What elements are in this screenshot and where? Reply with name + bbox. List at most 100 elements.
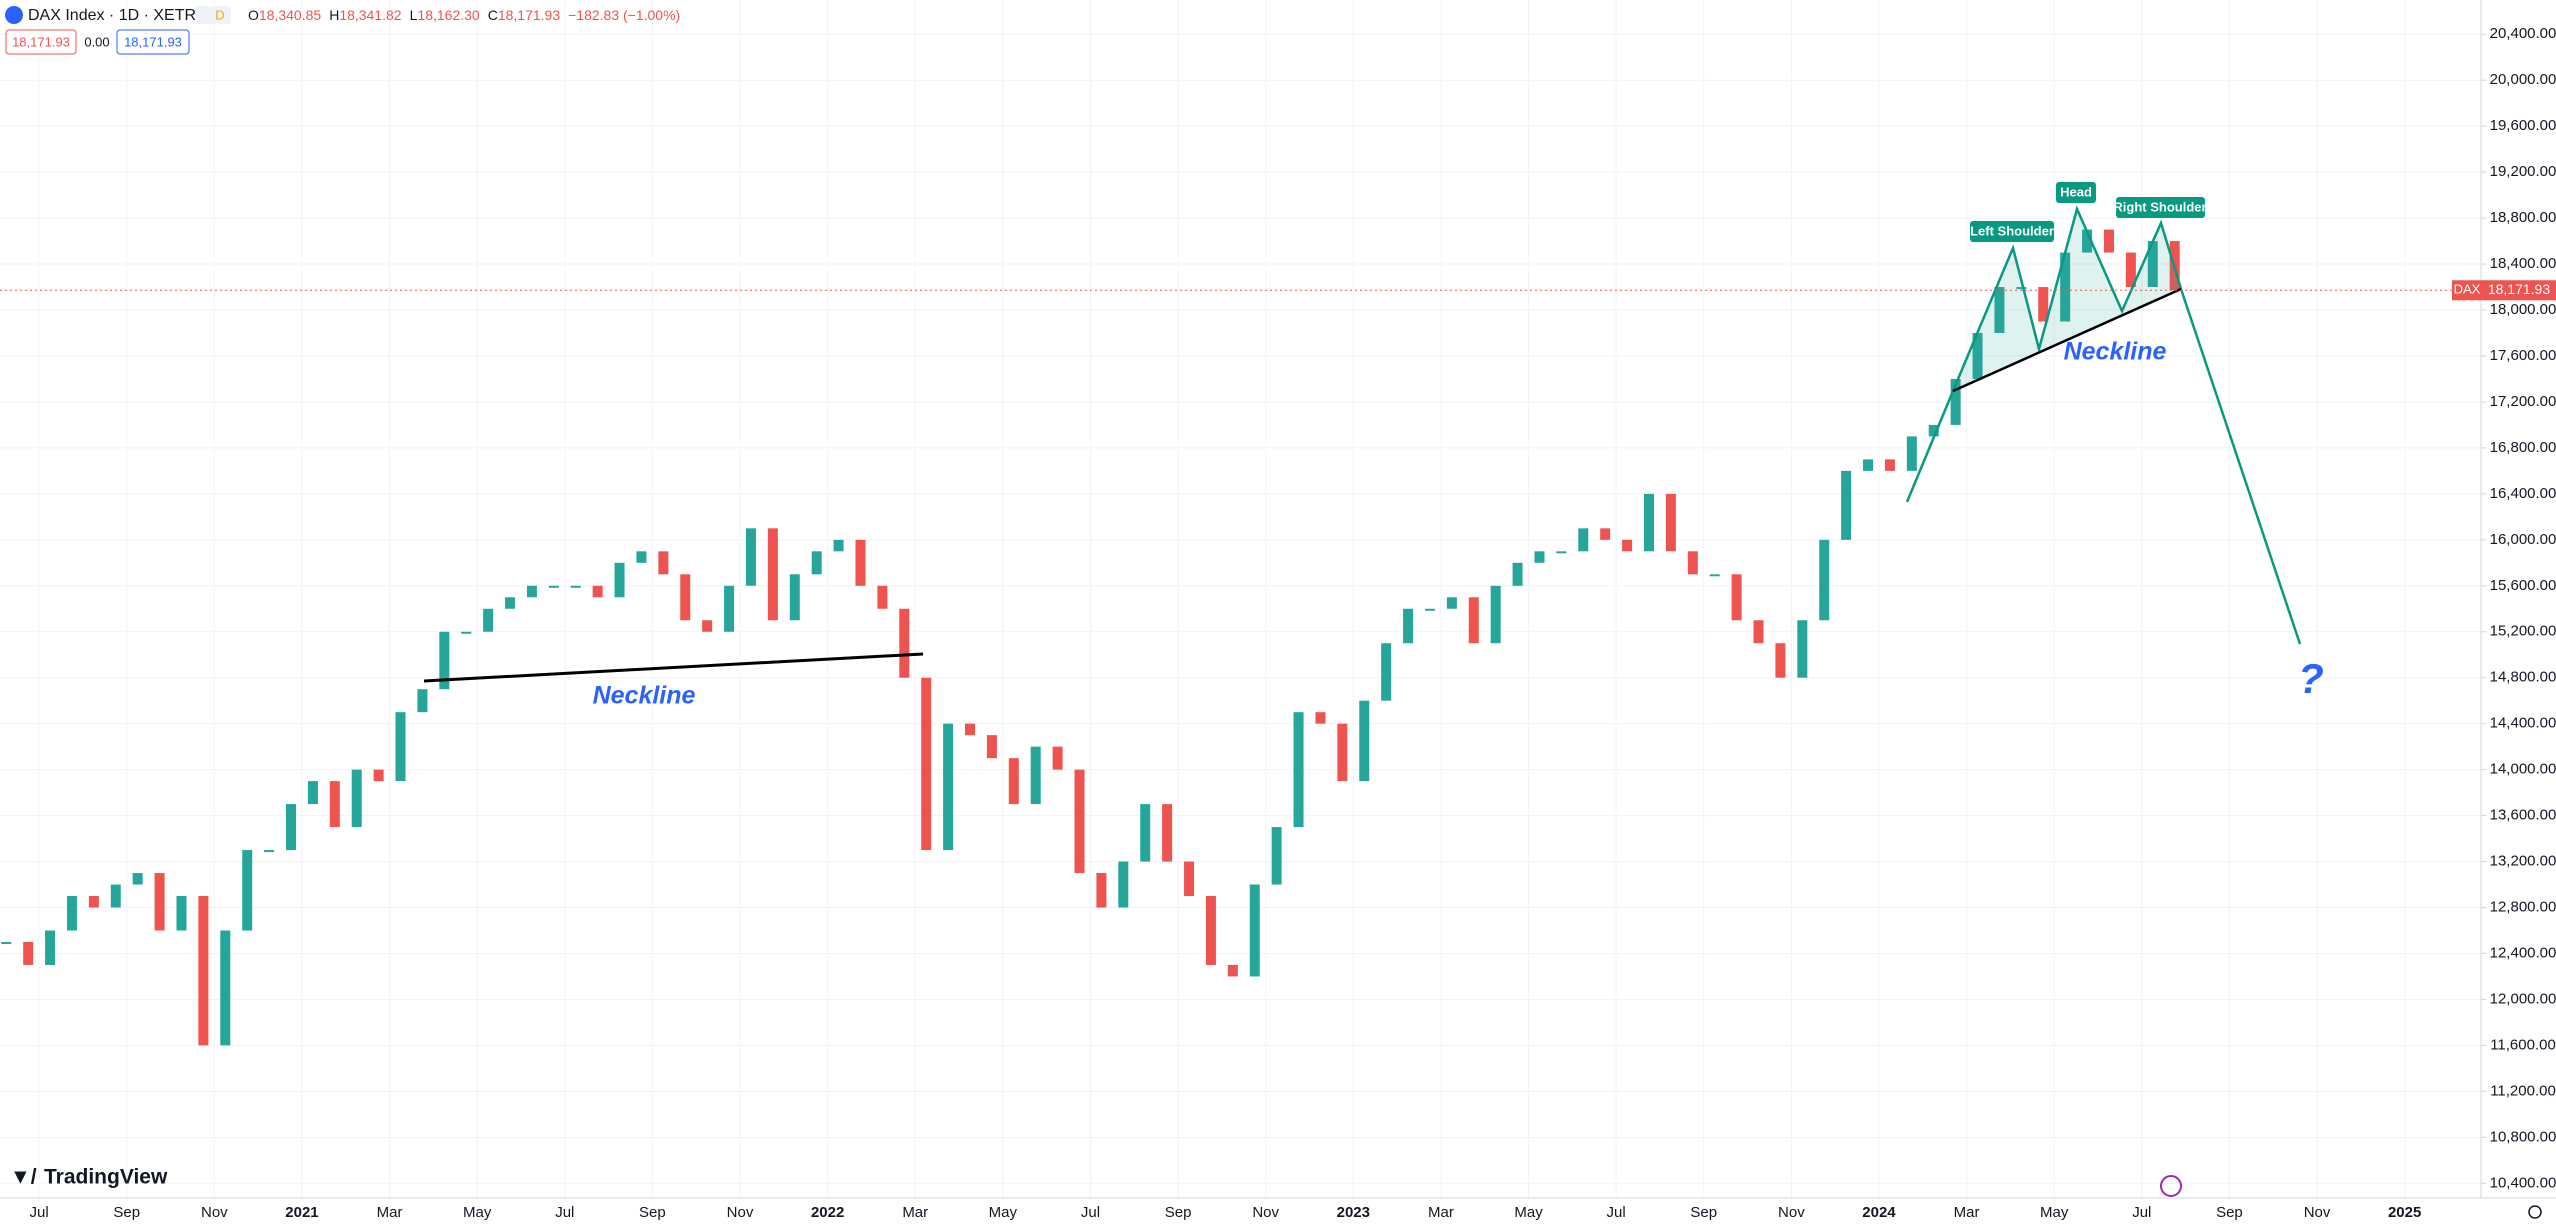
candle [658, 551, 669, 575]
candle [1775, 643, 1786, 678]
candle [592, 585, 603, 598]
x-tick-label: Nov [727, 1204, 754, 1221]
candle [1359, 700, 1370, 782]
x-tick-label: 2025 [2388, 1204, 2421, 1221]
ohlc-value: 18,171.93 [498, 7, 560, 23]
candle [767, 528, 778, 621]
neckline-label: Neckline [593, 682, 696, 710]
label-box [2056, 182, 2096, 203]
y-tick-label: 11,600.00 [2490, 1036, 2556, 1053]
candle [833, 539, 844, 552]
y-tick-label: 15,200.00 [2490, 623, 2556, 640]
candle [2147, 241, 2158, 288]
candle [1227, 964, 1238, 977]
candle [1403, 608, 1414, 644]
candle [395, 712, 406, 782]
candle [66, 896, 77, 931]
candle [877, 585, 888, 609]
candle [23, 941, 34, 965]
candle [307, 781, 318, 805]
badge [195, 6, 231, 24]
candle [1841, 470, 1852, 540]
candle [855, 539, 866, 586]
y-tick-label: 12,400.00 [2490, 944, 2556, 961]
x-tick-label: 2023 [1337, 1204, 1370, 1221]
candle [1490, 585, 1501, 644]
ohlc-key: H [329, 7, 339, 23]
x-tick-label: 2021 [285, 1204, 318, 1221]
candle [2103, 229, 2114, 253]
candle [461, 631, 472, 634]
candle [1205, 896, 1216, 965]
candle [286, 804, 297, 851]
x-tick-label: Nov [1778, 1204, 1805, 1221]
x-tick-label: Jul [1081, 1204, 1100, 1221]
pattern-fill [1953, 209, 2181, 391]
x-tick-label: May [2040, 1204, 2069, 1221]
price-tag-bg [2481, 280, 2556, 301]
y-tick-label: 14,800.00 [2490, 669, 2556, 686]
x-tick-label: Mar [1428, 1204, 1454, 1221]
candle [2016, 287, 2027, 290]
candle [943, 723, 954, 851]
ohlc-value: 18,341.82 [339, 7, 401, 23]
candle [1096, 873, 1107, 908]
candle [1578, 528, 1589, 552]
candle [483, 608, 494, 632]
candle [1008, 758, 1019, 805]
candle [636, 551, 647, 563]
candle [242, 850, 253, 931]
candle [1446, 597, 1457, 609]
candle [1687, 551, 1698, 575]
price-tag-name-bg [2452, 280, 2482, 301]
candle [373, 769, 384, 782]
candle [1884, 459, 1895, 471]
x-tick-label: Jul [555, 1204, 574, 1221]
x-tick-label: Jul [30, 1204, 49, 1221]
candles [1, 229, 2180, 1046]
settings-icon[interactable] [2528, 1205, 2542, 1219]
candle [548, 585, 559, 588]
candle [1534, 551, 1545, 563]
candle [264, 850, 275, 853]
y-tick-label: 19,600.00 [2490, 117, 2556, 134]
y-tick-label: 12,800.00 [2490, 898, 2556, 915]
left-shoulder-label: Left Shoulder [1970, 223, 2054, 238]
x-tick-label: Sep [113, 1204, 140, 1221]
quote-ask: 18,171.93 [124, 34, 182, 49]
candle [329, 781, 340, 828]
candle [1162, 804, 1173, 862]
brand-logo: ▼/ [10, 1166, 37, 1189]
candle [899, 608, 910, 678]
candle [1600, 528, 1611, 540]
candle [1315, 712, 1326, 724]
candle [439, 631, 450, 690]
y-tick-label: 13,200.00 [2490, 853, 2556, 870]
candle [1074, 769, 1085, 874]
y-tick-label: 10,800.00 [2490, 1128, 2556, 1145]
candle [505, 597, 516, 609]
candle [45, 930, 56, 965]
alert-icon[interactable] [2160, 1175, 2182, 1197]
candle [351, 769, 362, 828]
x-tick-label: Nov [201, 1204, 228, 1221]
x-tick-label: Sep [1165, 1204, 1192, 1221]
y-tick-label: 10,400.00 [2490, 1174, 2556, 1191]
candle [1249, 884, 1260, 977]
label-box [1970, 221, 2054, 242]
ohlc: O18,340.85 H18,341.82 L18,162.30 C18,171.93… [248, 7, 680, 23]
y-tick-label: 14,400.00 [2490, 715, 2556, 732]
candle [1709, 574, 1720, 577]
candle [986, 735, 997, 759]
candle [921, 677, 932, 851]
candle [1030, 746, 1041, 805]
candle [1052, 746, 1063, 770]
candle [176, 896, 187, 931]
candle [1424, 608, 1435, 611]
y-tick-label: 20,000.00 [2490, 71, 2556, 88]
candle [1665, 493, 1676, 552]
x-tick-label: Jul [2132, 1204, 2151, 1221]
candle [1928, 424, 1939, 437]
